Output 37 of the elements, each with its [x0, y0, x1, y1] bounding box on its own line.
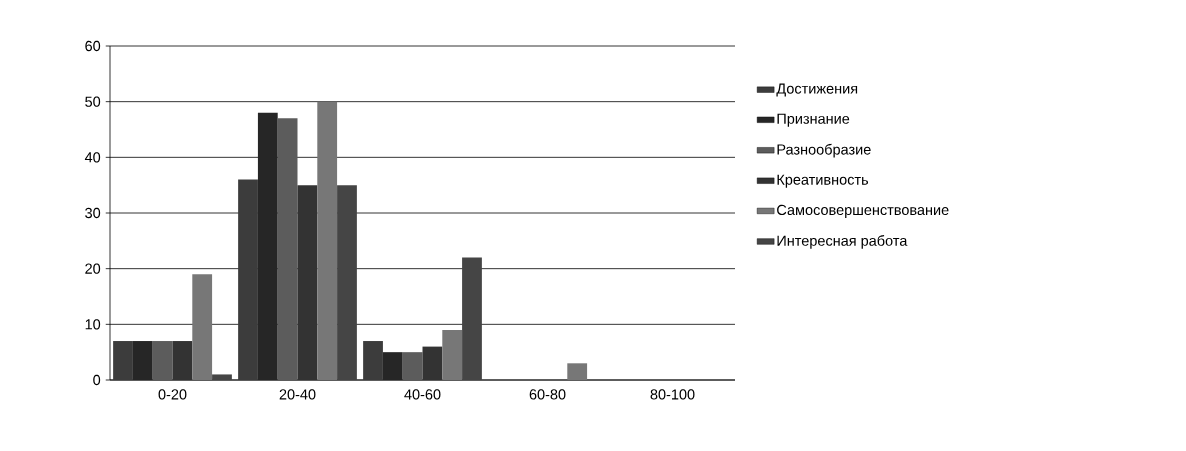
bar — [172, 341, 193, 380]
bar — [277, 118, 298, 380]
legend-label: Разнообразие — [777, 143, 871, 158]
bar — [113, 341, 133, 380]
x-tick-label: 40-60 — [404, 389, 441, 400]
bar — [462, 257, 482, 380]
bar — [212, 374, 232, 380]
legend-label: Самосовершенствование — [777, 204, 949, 218]
bar — [152, 341, 173, 380]
bar — [257, 112, 278, 380]
legend-label: Интересная работа — [777, 235, 908, 249]
bar — [567, 363, 588, 380]
bar — [297, 185, 318, 380]
x-tick-label: 60-80 — [529, 389, 566, 400]
bar — [442, 329, 463, 380]
bar — [238, 179, 258, 380]
bar — [363, 341, 383, 380]
y-tick-label: 40 — [84, 152, 101, 163]
y-tick-label: 0 — [93, 374, 101, 386]
bar — [422, 346, 443, 380]
bar — [402, 352, 423, 380]
bar — [192, 274, 213, 380]
bar — [317, 101, 338, 380]
x-tick-label: 80-100 — [650, 389, 695, 400]
y-tick-label: 20 — [85, 263, 101, 274]
bar — [382, 352, 403, 380]
legend-label: Креативность — [777, 174, 869, 188]
y-tick-label: 10 — [85, 319, 101, 330]
bar — [337, 185, 357, 380]
y-tick-label: 60 — [85, 40, 101, 52]
x-tick-label: 0-20 — [158, 389, 187, 400]
legend-label: Признание — [777, 113, 850, 127]
legend-label: Достижения — [776, 83, 858, 97]
y-tick-label: 50 — [85, 96, 101, 107]
y-tick-label: 30 — [85, 207, 101, 219]
bar — [132, 341, 153, 380]
x-tick-label: 20-40 — [279, 389, 316, 400]
